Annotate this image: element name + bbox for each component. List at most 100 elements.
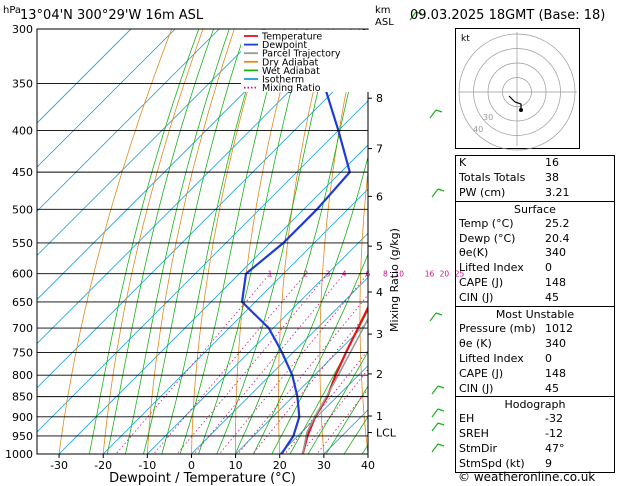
mixing-ratio-label: 20 bbox=[440, 270, 450, 279]
legend-label: Parcel Trajectory bbox=[262, 49, 341, 60]
hodograph-ring-label: 40 bbox=[473, 125, 483, 134]
pressure-tick-label: 450 bbox=[12, 166, 33, 179]
mu-thetae-value: 340 bbox=[545, 336, 566, 350]
totals-totals-label: Totals Totals bbox=[459, 170, 526, 184]
copyright-footer: © weatheronline.co.uk bbox=[458, 470, 596, 484]
wet-adiabat-line bbox=[161, 29, 265, 454]
mu-pressure-label: Pressure (mb) bbox=[459, 322, 536, 336]
mixing-ratio-label: 16 bbox=[425, 270, 435, 279]
surface-thetae-value: 340 bbox=[545, 246, 566, 260]
mu-thetae-label: θe (K) bbox=[459, 336, 492, 350]
surface-temp-value: 25.2 bbox=[545, 216, 570, 230]
pressure-tick-label: 950 bbox=[12, 430, 33, 443]
pressure-tick-label: 750 bbox=[12, 346, 33, 359]
km-tick-label: 5 bbox=[376, 240, 383, 253]
hodograph-table: Hodograph EH -32 SREH -12 StmDir 47° StmSpd… bbox=[455, 396, 615, 474]
pw-value: 3.21 bbox=[545, 185, 570, 199]
height-unit-asl-label: ASL bbox=[375, 17, 394, 28]
pressure-tick-label: 300 bbox=[12, 23, 33, 36]
stability-indices-table: K 16 Totals Totals 38 PW (cm) 3.21 bbox=[455, 155, 615, 201]
isotherm-line bbox=[146, 232, 368, 454]
k-index-value: 16 bbox=[545, 156, 559, 169]
surface-dewp-value: 20.4 bbox=[545, 231, 570, 245]
mixing-ratio-line bbox=[153, 273, 307, 454]
pressure-tick-label: 400 bbox=[12, 125, 33, 138]
pressure-tick-label: 800 bbox=[12, 369, 33, 382]
isotherm-line bbox=[279, 365, 368, 454]
wind-barb-flag bbox=[435, 109, 443, 113]
wind-barb-flag bbox=[437, 422, 445, 426]
isotherm-line bbox=[190, 276, 368, 454]
dry-adiabat-line bbox=[191, 29, 267, 454]
surface-dewp-label: Dewp (°C) bbox=[459, 231, 516, 245]
legend-label: Mixing Ratio bbox=[262, 83, 321, 94]
mu-cape-label: CAPE (J) bbox=[459, 366, 504, 380]
isotherm-line bbox=[37, 100, 368, 433]
most-unstable-table: Most Unstable Pressure (mb) 1012 θe (K) 34… bbox=[455, 306, 615, 397]
k-index-label: K bbox=[459, 156, 467, 169]
wind-barb bbox=[431, 385, 439, 395]
km-tick-label: 8 bbox=[376, 92, 383, 105]
pressure-tick-label: 700 bbox=[12, 322, 33, 335]
eh-label: EH bbox=[459, 412, 475, 426]
wet-adiabat-line bbox=[343, 415, 368, 454]
wind-barb-flag bbox=[437, 385, 445, 389]
mixing-ratio-line bbox=[115, 273, 271, 454]
mu-li-value: 0 bbox=[545, 351, 552, 365]
indices-tables: K 16 Totals Totals 38 PW (cm) 3.21 Surface … bbox=[455, 155, 615, 474]
pressure-tick-label: 900 bbox=[12, 411, 33, 424]
surface-cape-label: CAPE (J) bbox=[459, 276, 504, 290]
wind-barb-flag bbox=[437, 443, 445, 447]
km-tick-label: 6 bbox=[376, 190, 383, 203]
surface-cin-value: 45 bbox=[545, 291, 559, 305]
isotherm-line bbox=[37, 29, 264, 256]
surface-li-label: Lifted Index bbox=[459, 261, 524, 275]
wet-adiabat-line bbox=[88, 29, 200, 454]
wet-adiabat-line bbox=[271, 253, 368, 454]
hodograph-trace bbox=[508, 95, 522, 110]
legend-label: Dewpoint bbox=[262, 40, 307, 51]
wet-adiabat-line bbox=[143, 29, 247, 454]
x-axis-label: Dewpoint / Temperature (°C) bbox=[109, 471, 296, 486]
x-tick-label: 40 bbox=[361, 459, 375, 472]
wind-barb-flag bbox=[415, 11, 423, 15]
wet-adiabat-line bbox=[307, 350, 368, 454]
surface-thetae-label: θe(K) bbox=[459, 246, 489, 260]
totals-totals-value: 38 bbox=[545, 170, 559, 184]
km-tick-label: 3 bbox=[376, 328, 383, 341]
wind-barb bbox=[429, 109, 437, 119]
wet-adiabat-line bbox=[124, 29, 230, 454]
wind-barb-flag bbox=[435, 312, 443, 316]
wind-barb bbox=[431, 188, 439, 198]
dry-adiabat-line bbox=[102, 29, 204, 454]
wind-barb bbox=[431, 408, 439, 418]
wet-adiabat-line bbox=[325, 385, 368, 454]
x-tick-label: 0 bbox=[188, 459, 195, 472]
mu-cin-value: 45 bbox=[545, 381, 559, 395]
mixing-ratio-label: 25 bbox=[455, 270, 465, 279]
legend-label: Wet Adiabat bbox=[262, 66, 320, 77]
pressure-tick-label: 350 bbox=[12, 77, 33, 90]
wind-barb bbox=[431, 422, 439, 432]
km-tick-label: 2 bbox=[376, 368, 383, 381]
isotherm-line bbox=[37, 29, 353, 345]
mixing-ratio-line bbox=[237, 294, 368, 454]
forecast-datetime: 09.03.2025 18GMT (Base: 18) bbox=[410, 8, 606, 23]
mixing-ratio-label: 8 bbox=[383, 270, 388, 279]
wind-barb bbox=[431, 443, 439, 453]
wind-barb bbox=[409, 11, 417, 21]
mixing-ratio-axis-label: Mixing Ratio (g/kg) bbox=[388, 228, 401, 332]
surface-title: Surface bbox=[514, 202, 556, 216]
stmspd-value: 9 bbox=[545, 457, 552, 471]
pw-label: PW (cm) bbox=[459, 185, 506, 199]
hodograph-title: Hodograph bbox=[504, 398, 566, 412]
isotherm-line bbox=[58, 144, 368, 454]
mixing-ratio-line bbox=[193, 273, 345, 454]
plot-frame bbox=[36, 28, 369, 455]
legend-label: Dry Adiabat bbox=[262, 57, 319, 68]
mu-pressure-value: 1012 bbox=[545, 322, 573, 336]
surface-cin-label: CIN (J) bbox=[459, 291, 494, 305]
eh-value: -32 bbox=[545, 412, 563, 426]
isotherm-line bbox=[37, 29, 309, 301]
mixing-ratio-label: 10 bbox=[394, 270, 404, 279]
